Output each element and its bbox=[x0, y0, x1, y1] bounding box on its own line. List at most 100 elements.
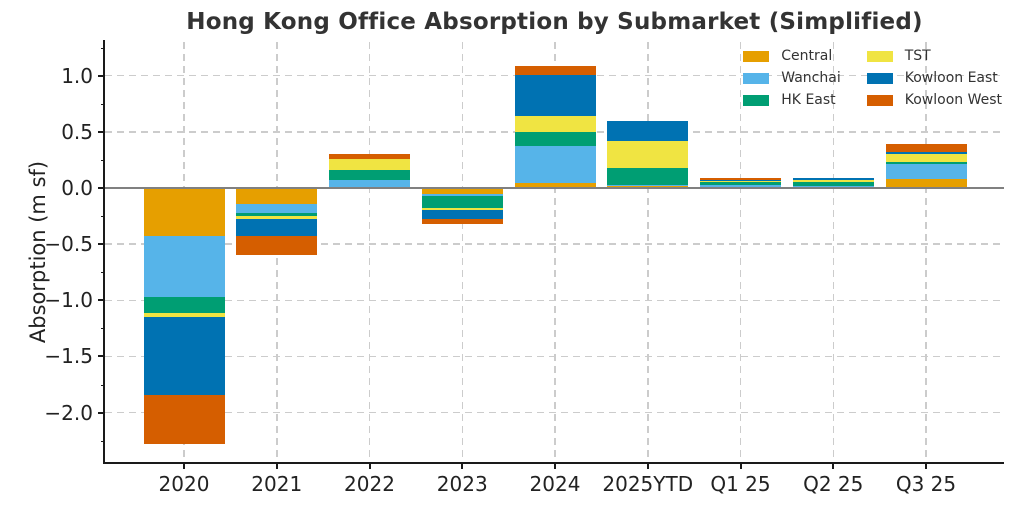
bar-segment-wanchai bbox=[514, 146, 596, 184]
legend-entry: Kowloon East bbox=[866, 70, 1002, 86]
x-tick-label: 2024 bbox=[529, 472, 581, 496]
x-tick bbox=[368, 462, 371, 469]
v-gridline bbox=[925, 42, 927, 462]
legend-column: Central Wanchai HK East bbox=[743, 48, 841, 108]
bar-segment-wanchai bbox=[329, 180, 410, 188]
zero-line bbox=[105, 186, 1004, 190]
y-major-tick bbox=[98, 411, 105, 414]
bar-segment-wanchai bbox=[607, 184, 689, 186]
bar-segment-hk-east bbox=[236, 212, 318, 217]
bar-segment-kowloon-west bbox=[236, 236, 318, 256]
legend-label: Kowloon East bbox=[904, 70, 998, 86]
y-major-tick bbox=[98, 243, 105, 246]
x-tick bbox=[925, 462, 927, 469]
x-tick-label: 2022 bbox=[344, 472, 395, 496]
legend-swatch-icon bbox=[866, 94, 893, 106]
bar-segment-hk-east bbox=[143, 296, 225, 313]
bar-segment-wanchai bbox=[143, 236, 225, 297]
bar-segment-kowloon-east bbox=[143, 317, 225, 395]
bar-segment-central bbox=[421, 187, 503, 194]
bar-segment-hk-east bbox=[329, 170, 410, 181]
v-gridline bbox=[739, 42, 742, 462]
bar-segment-wanchai bbox=[700, 184, 781, 188]
bar-segment-tst bbox=[514, 116, 596, 132]
legend-swatch-icon bbox=[866, 50, 893, 62]
bar-segment-kowloon-west bbox=[700, 177, 781, 181]
bar-segment-hk-east bbox=[885, 162, 967, 165]
bar-segment-central bbox=[514, 183, 596, 188]
legend-entry: TST bbox=[866, 48, 1002, 64]
y-tick-label: −1.5 bbox=[44, 344, 93, 369]
legend-entry: HK East bbox=[743, 92, 840, 108]
y-major-tick bbox=[98, 299, 105, 302]
bar-segment-central bbox=[885, 179, 967, 188]
bar-segment-central bbox=[236, 187, 318, 204]
x-tick bbox=[554, 462, 556, 469]
bar-segment-wanchai bbox=[421, 193, 503, 196]
x-tick-label: Q3 25 bbox=[895, 472, 957, 496]
legend-label: Wanchai bbox=[781, 70, 841, 86]
x-tick-label: 2025YTD bbox=[602, 472, 694, 496]
bar-segment-kowloon-west bbox=[421, 219, 503, 224]
x-tick-label: 2023 bbox=[436, 472, 488, 496]
y-tick-label: 0.5 bbox=[61, 119, 93, 144]
chart-title: Hong Kong Office Absorption by Submarket… bbox=[186, 9, 923, 35]
x-tick bbox=[183, 462, 185, 469]
bar-segment-tst bbox=[143, 312, 225, 318]
bar-segment-tst bbox=[885, 154, 967, 163]
v-gridline bbox=[647, 42, 649, 462]
legend-swatch-icon bbox=[743, 50, 770, 62]
y-major-tick bbox=[98, 355, 105, 358]
y-major-tick bbox=[98, 130, 105, 133]
y-tick-label: 1.0 bbox=[61, 63, 93, 88]
legend-label: TST bbox=[904, 48, 931, 64]
legend-column: TST Kowloon East Kowloon West bbox=[866, 48, 1002, 108]
x-tick-label: Q2 25 bbox=[803, 472, 864, 496]
bar-segment-hk-east bbox=[421, 195, 503, 209]
legend-label: Central bbox=[781, 48, 833, 64]
y-tick-label: −0.5 bbox=[44, 232, 93, 257]
legend-entry: Kowloon West bbox=[866, 92, 1002, 108]
x-tick bbox=[739, 462, 742, 469]
bar-segment-kowloon-west bbox=[143, 394, 225, 445]
bar-segment-hk-east bbox=[700, 182, 781, 185]
bar-segment-tst bbox=[792, 180, 874, 183]
bar-segment-kowloon-west bbox=[885, 144, 967, 153]
v-gridline bbox=[461, 42, 463, 462]
bar-segment-kowloon-east bbox=[421, 210, 503, 220]
bar-segment-kowloon-east bbox=[607, 120, 689, 141]
bar-segment-wanchai bbox=[885, 164, 967, 179]
bar-segment-central bbox=[143, 187, 225, 237]
x-tick bbox=[646, 462, 649, 469]
legend-swatch-icon bbox=[743, 94, 770, 106]
bar-segment-wanchai bbox=[236, 203, 318, 213]
bar-segment-kowloon-east bbox=[236, 219, 318, 237]
x-tick bbox=[461, 462, 464, 469]
bar-segment-kowloon-east bbox=[514, 74, 596, 117]
y-axis-spine bbox=[103, 40, 105, 464]
v-gridline bbox=[368, 42, 371, 462]
bar-segment-tst bbox=[236, 216, 318, 220]
bar-segment-tst bbox=[700, 181, 781, 183]
x-axis-spine bbox=[103, 462, 1004, 464]
y-tick-label: 0.0 bbox=[61, 175, 93, 200]
v-gridline bbox=[554, 42, 556, 462]
x-tick bbox=[832, 462, 835, 469]
bar-segment-tst bbox=[421, 208, 503, 211]
y-major-tick bbox=[98, 74, 105, 77]
bar-segment-kowloon-east bbox=[885, 152, 967, 155]
legend-swatch-icon bbox=[743, 72, 770, 84]
x-tick-label: Q1 25 bbox=[710, 472, 771, 496]
x-tick-label: 2020 bbox=[158, 472, 210, 496]
x-tick bbox=[275, 462, 278, 469]
legend-label: Kowloon West bbox=[904, 92, 1002, 108]
bar-segment-tst bbox=[607, 140, 689, 168]
bar-segment-tst bbox=[329, 158, 410, 170]
bar-segment-kowloon-east bbox=[792, 177, 874, 181]
y-tick-label: −1.0 bbox=[44, 288, 93, 313]
x-tick-label: 2021 bbox=[251, 472, 303, 496]
bar-segment-hk-east bbox=[514, 131, 596, 147]
bar-segment-hk-east bbox=[607, 167, 689, 185]
y-tick-label: −2.0 bbox=[44, 400, 93, 425]
